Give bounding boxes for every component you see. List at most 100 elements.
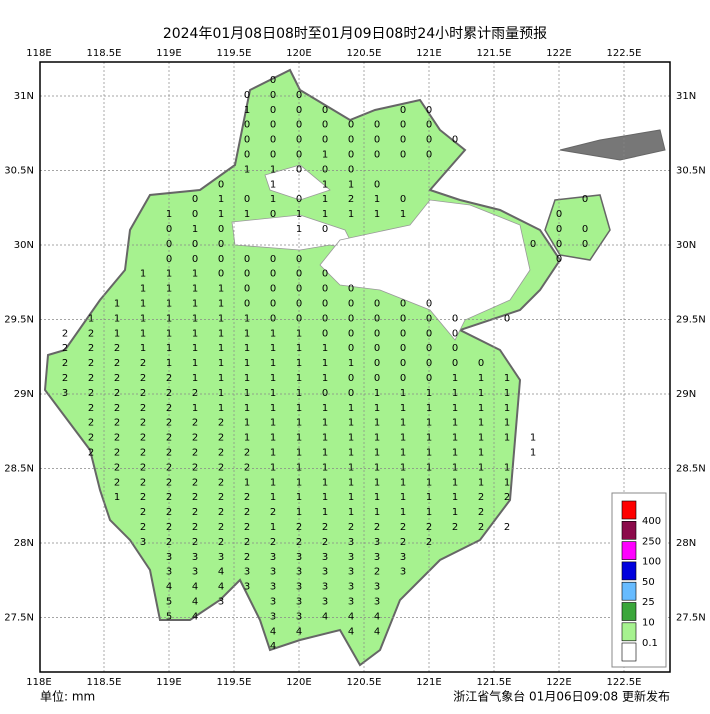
rain-value: 2 — [504, 492, 510, 503]
rain-value: 0 — [426, 313, 432, 324]
rain-value: 0 — [374, 358, 380, 369]
rain-value: 1 — [322, 462, 328, 473]
rain-value: 0 — [374, 343, 380, 354]
rain-value: 1 — [244, 418, 250, 429]
no-rain-area — [319, 199, 531, 341]
rain-value: 2 — [114, 418, 120, 429]
rain-value: 4 — [348, 611, 354, 622]
rain-value: 1 — [244, 403, 250, 414]
rain-value: 3 — [322, 597, 328, 608]
rain-value: 1 — [244, 164, 250, 175]
rain-value: 0 — [296, 164, 302, 175]
rain-value: 1 — [218, 284, 224, 295]
rain-value: 3 — [270, 611, 276, 622]
rain-value: 3 — [244, 567, 250, 578]
lon-label-top: 119.5E — [217, 48, 252, 59]
rain-value: 1 — [244, 373, 250, 384]
rain-value: 3 — [166, 552, 172, 563]
rain-value: 0 — [374, 179, 380, 190]
rain-value: 1 — [322, 403, 328, 414]
rain-value: 2 — [62, 328, 68, 339]
rain-value: 3 — [374, 597, 380, 608]
rain-value: 1 — [374, 418, 380, 429]
rain-value: 1 — [322, 418, 328, 429]
rain-value: 1 — [478, 433, 484, 444]
rain-value: 1 — [218, 194, 224, 205]
rain-value: 2 — [140, 358, 146, 369]
rain-value: 1 — [504, 373, 510, 384]
rain-value: 0 — [270, 254, 276, 265]
rain-value: 1 — [244, 313, 250, 324]
rain-value: 0 — [426, 150, 432, 161]
rain-value: 1 — [114, 328, 120, 339]
rain-value: 1 — [348, 492, 354, 503]
rain-value: 0 — [504, 313, 510, 324]
lon-label-top: 119E — [156, 48, 181, 59]
rain-value: 1 — [192, 269, 198, 280]
rain-value: 1 — [166, 269, 172, 280]
rain-value: 1 — [218, 209, 224, 220]
rain-value: 1 — [270, 462, 276, 473]
rain-value: 1 — [400, 507, 406, 518]
rain-value: 0 — [244, 254, 250, 265]
legend-label: 100 — [642, 557, 661, 568]
rain-value: 2 — [140, 462, 146, 473]
rain-value: 3 — [348, 537, 354, 548]
rain-value: 1 — [296, 433, 302, 444]
rain-value: 3 — [218, 597, 224, 608]
rain-value: 0 — [166, 224, 172, 235]
legend-label: 0.1 — [642, 638, 658, 649]
lat-label-right: 28N — [676, 538, 696, 549]
rain-value: 1 — [426, 433, 432, 444]
rain-value: 0 — [582, 239, 588, 250]
rain-value: 2 — [114, 462, 120, 473]
legend-label: 400 — [642, 516, 661, 527]
rain-value: 1 — [452, 388, 458, 399]
rain-value: 1 — [374, 403, 380, 414]
rain-value: 1 — [348, 209, 354, 220]
rain-value: 1 — [322, 179, 328, 190]
rain-value: 1 — [348, 433, 354, 444]
rain-value: 2 — [88, 358, 94, 369]
rain-value: 1 — [166, 209, 172, 220]
rain-value: 1 — [296, 224, 302, 235]
rain-value: 2 — [140, 373, 146, 384]
rain-value: 1 — [348, 358, 354, 369]
rain-value: 2 — [140, 433, 146, 444]
rain-value: 3 — [400, 567, 406, 578]
rain-value: 1 — [192, 358, 198, 369]
rain-value: 2 — [218, 507, 224, 518]
rain-value: 1 — [322, 343, 328, 354]
lat-label-right: 30N — [676, 240, 696, 251]
rain-value: 1 — [478, 418, 484, 429]
legend-swatch — [621, 541, 637, 560]
source-label: 浙江省气象台 01月06日09:08 更新发布 — [453, 689, 670, 704]
rain-value: 1 — [244, 343, 250, 354]
rain-value: 3 — [322, 582, 328, 593]
rain-value: 1 — [348, 418, 354, 429]
rain-value: 1 — [192, 299, 198, 310]
rain-value: 0 — [322, 105, 328, 116]
rain-value: 0 — [400, 105, 406, 116]
rain-value: 2 — [296, 537, 302, 548]
rain-value: 2 — [114, 403, 120, 414]
rain-value: 2 — [114, 477, 120, 488]
rain-value: 0 — [296, 284, 302, 295]
lon-label-top: 122E — [546, 48, 571, 59]
rain-value: 2 — [374, 522, 380, 533]
rain-value: 2 — [478, 522, 484, 533]
lon-label-bottom: 122E — [546, 677, 571, 688]
rain-value: 1 — [244, 105, 250, 116]
rain-value: 1 — [504, 462, 510, 473]
rain-value: 2 — [166, 522, 172, 533]
rain-value: 1 — [218, 328, 224, 339]
rain-value: 2 — [244, 537, 250, 548]
rain-value: 3 — [400, 552, 406, 563]
rain-value: 1 — [296, 418, 302, 429]
rain-value: 1 — [426, 418, 432, 429]
rain-value: 1 — [374, 462, 380, 473]
rain-value: 1 — [270, 433, 276, 444]
rain-value: 1 — [322, 150, 328, 161]
lat-label-right: 29.5N — [676, 315, 706, 326]
rain-value: 0 — [270, 269, 276, 280]
